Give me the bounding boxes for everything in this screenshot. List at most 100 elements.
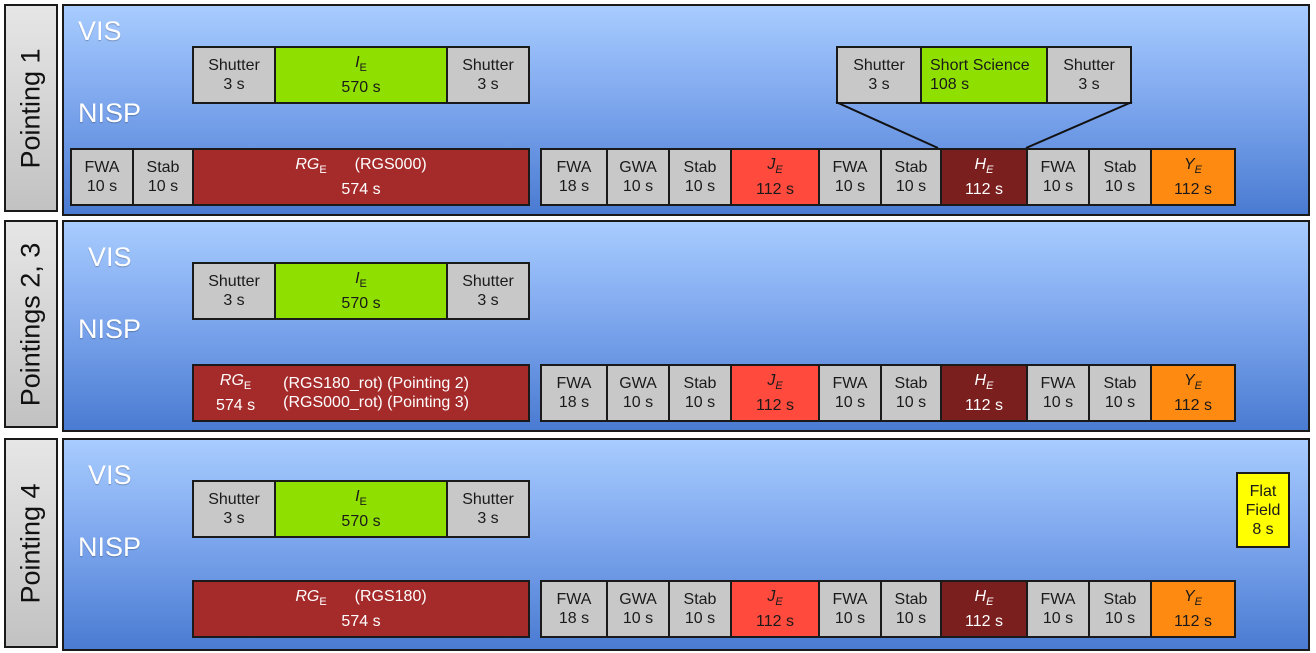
rg-notes-col: (RGS180_rot) (Pointing 2) (RGS000_rot) (… xyxy=(283,374,469,412)
block-time: 10 s xyxy=(87,177,117,196)
block-time: 10 s xyxy=(835,609,865,628)
pointing-2-3-label-text: Pointings 2, 3 xyxy=(16,242,47,406)
fwa-block: FWA 10 s xyxy=(818,364,882,422)
block-name: Stab xyxy=(895,590,928,609)
block-name: FWA xyxy=(557,374,592,393)
block-name: Stab xyxy=(147,158,180,177)
block-time: 10 s xyxy=(835,177,865,196)
block-time: 112 s xyxy=(965,612,1003,631)
pointing-1-label-text: Pointing 1 xyxy=(16,48,47,168)
block-time: 18 s xyxy=(559,393,589,412)
block-time: 570 s xyxy=(341,294,380,313)
block-name: FWA xyxy=(833,590,868,609)
block-time: 10 s xyxy=(835,393,865,412)
block-name: FWA xyxy=(1041,158,1076,177)
block-time: 10 s xyxy=(623,177,653,196)
flat-field-block: Flat Field 8 s xyxy=(1236,472,1290,548)
block-time: 8 s xyxy=(1252,520,1273,539)
j-band-block: JE 112 s xyxy=(730,580,820,638)
block-time: 3 s xyxy=(477,509,498,528)
block-time: 10 s xyxy=(1043,393,1073,412)
rg-block: RGE 574 s (RGS180_rot) (Pointing 2) (RGS… xyxy=(192,364,530,422)
j-band-block: JE 112 s xyxy=(730,148,820,206)
stab-block: Stab 10 s xyxy=(668,580,732,638)
pointing-2-3-label: Pointings 2, 3 xyxy=(4,220,58,428)
block-name: Shutter xyxy=(462,272,514,291)
fwa-block: FWA 10 s xyxy=(1026,580,1090,638)
block-name: Stab xyxy=(895,158,928,177)
pointing-1-label: Pointing 1 xyxy=(4,4,58,212)
block-time: 3 s xyxy=(477,291,498,310)
block-name: FWA xyxy=(557,158,592,177)
block-name: Stab xyxy=(1104,590,1137,609)
pointing-4-label: Pointing 4 xyxy=(4,438,58,648)
block-time: 112 s xyxy=(1174,612,1212,631)
block-time: 574 s xyxy=(341,612,380,631)
block-time: 10 s xyxy=(1043,177,1073,196)
band-symbol: HE xyxy=(975,587,994,612)
stab-block: Stab 10 s xyxy=(1088,148,1152,206)
vis-label: VIS xyxy=(88,242,132,273)
block-time: 112 s xyxy=(756,180,794,199)
gwa-block: GWA 10 s xyxy=(606,148,670,206)
block-time: 570 s xyxy=(341,512,380,531)
vis-science-block: IE 570 s xyxy=(274,262,448,320)
rg-symbol-col: RGE 574 s xyxy=(216,371,255,415)
band-symbol: IE xyxy=(355,487,367,512)
block-name: Stab xyxy=(895,374,928,393)
fwa-block: FWA 10 s xyxy=(1026,364,1090,422)
band-symbol: HE xyxy=(975,155,994,180)
vis-shutter-block: Shutter 3 s xyxy=(446,480,530,538)
block-time: 112 s xyxy=(1174,180,1212,199)
block-time: 10 s xyxy=(148,177,178,196)
block-time: 10 s xyxy=(1105,393,1135,412)
block-name: FWA xyxy=(833,374,868,393)
h-band-block: HE 112 s xyxy=(940,580,1028,638)
vis-label: VIS xyxy=(88,460,132,491)
block-time: 10 s xyxy=(1105,609,1135,628)
block-time: 3 s xyxy=(223,509,244,528)
stab-block: Stab 10 s xyxy=(668,148,732,206)
fwa-block: FWA 10 s xyxy=(1026,148,1090,206)
fwa-block: FWA 18 s xyxy=(540,148,608,206)
gwa-block: GWA 10 s xyxy=(606,364,670,422)
vis-shutter-block: Shutter 3 s xyxy=(192,262,276,320)
block-time: 112 s xyxy=(1174,396,1212,415)
band-symbol: YE xyxy=(1184,155,1202,180)
stab-block: Stab 10 s xyxy=(880,364,942,422)
stab-block: Stab 10 s xyxy=(880,580,942,638)
nisp-stab-block: Stab 10 s xyxy=(132,148,194,206)
block-time: 10 s xyxy=(685,609,715,628)
stab-block: Stab 10 s xyxy=(1088,580,1152,638)
y-band-block: YE 112 s xyxy=(1150,148,1236,206)
block-name: FWA xyxy=(557,590,592,609)
nisp-fwa-block: FWA 10 s xyxy=(70,148,134,206)
block-time: 10 s xyxy=(685,177,715,196)
block-time: 10 s xyxy=(623,609,653,628)
band-symbol: JE xyxy=(767,587,782,612)
block-name: Field xyxy=(1246,501,1281,520)
gwa-block: GWA 10 s xyxy=(606,580,670,638)
band-symbol: JE xyxy=(767,371,782,396)
vis-shutter-block: Shutter 3 s xyxy=(192,480,276,538)
block-time: 574 s xyxy=(341,180,380,199)
block-name: Shutter xyxy=(208,272,260,291)
band-symbol: YE xyxy=(1184,371,1202,396)
block-time: 10 s xyxy=(1105,177,1135,196)
block-time: 10 s xyxy=(896,609,926,628)
vis-shutter-block: Shutter 3 s xyxy=(446,262,530,320)
vis-science-block: IE 570 s xyxy=(274,480,448,538)
fwa-block: FWA 10 s xyxy=(818,580,882,638)
fwa-block: FWA 18 s xyxy=(540,364,608,422)
block-name: GWA xyxy=(619,374,657,393)
h-band-block: HE 112 s xyxy=(940,148,1028,206)
stab-block: Stab 10 s xyxy=(1088,364,1152,422)
block-name: Stab xyxy=(1104,158,1137,177)
rg-block: RGE (RGS180) 574 s xyxy=(192,580,530,638)
block-time: 10 s xyxy=(685,393,715,412)
block-time: 3 s xyxy=(223,291,244,310)
block-name: FWA xyxy=(1041,374,1076,393)
rg-block: RGE (RGS000) 574 s xyxy=(192,148,530,206)
block-time: 18 s xyxy=(559,177,589,196)
block-name: Stab xyxy=(1104,374,1137,393)
